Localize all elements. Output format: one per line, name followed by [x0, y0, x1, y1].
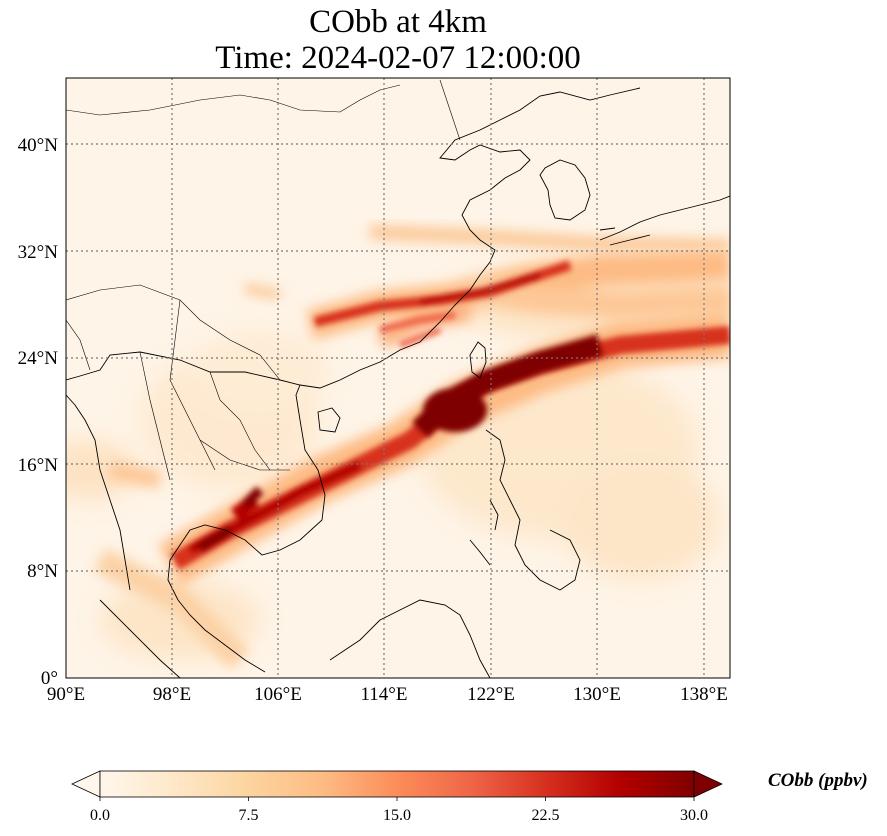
lon-tick-labels: 90°E 98°E 106°E 114°E 122°E 130°E 138°E — [47, 684, 728, 705]
colorbar-tick-0: 0.0 — [90, 807, 110, 824]
lon-tick-106: 106°E — [254, 684, 302, 705]
concentration-field — [66, 225, 730, 670]
map-frame — [65, 77, 731, 679]
lat-tick-0: 0° — [41, 668, 58, 689]
lon-tick-130: 130°E — [573, 684, 621, 705]
lat-tick-labels: 0° 8°N 16°N 24°N 32°N 40°N — [18, 135, 59, 689]
country-borders — [66, 79, 461, 481]
lon-tick-138: 138°E — [680, 684, 728, 705]
gridlines — [66, 78, 730, 678]
lon-tick-98: 98°E — [153, 684, 191, 705]
colorbar-label: CObb (ppbv) — [768, 770, 868, 791]
lon-tick-90: 90°E — [47, 684, 85, 705]
colorbar-tick-1: 7.5 — [239, 807, 259, 824]
map-title: CObb at 4km — [309, 4, 487, 40]
colorbar-min-extend — [71, 770, 101, 798]
lat-tick-8: 8°N — [27, 561, 58, 582]
lat-tick-32: 32°N — [18, 242, 59, 263]
colorbar-tick-2: 15.0 — [383, 807, 411, 824]
colorbar: 0.0 7.5 15.0 22.5 30.0 — [71, 770, 723, 824]
lat-tick-40: 40°N — [18, 135, 59, 156]
colorbar-tick-4: 30.0 — [680, 807, 708, 824]
lon-tick-122: 122°E — [467, 684, 515, 705]
lat-tick-24: 24°N — [18, 348, 59, 369]
colorbar-gradient — [99, 770, 695, 798]
map-subtitle-time: Time: 2024-02-07 12:00:00 — [215, 40, 581, 76]
colorbar-max-extend — [693, 770, 723, 798]
lon-tick-114: 114°E — [361, 684, 408, 705]
lat-tick-16: 16°N — [18, 455, 59, 476]
colorbar-tick-3: 22.5 — [532, 807, 560, 824]
coastlines — [66, 87, 730, 678]
